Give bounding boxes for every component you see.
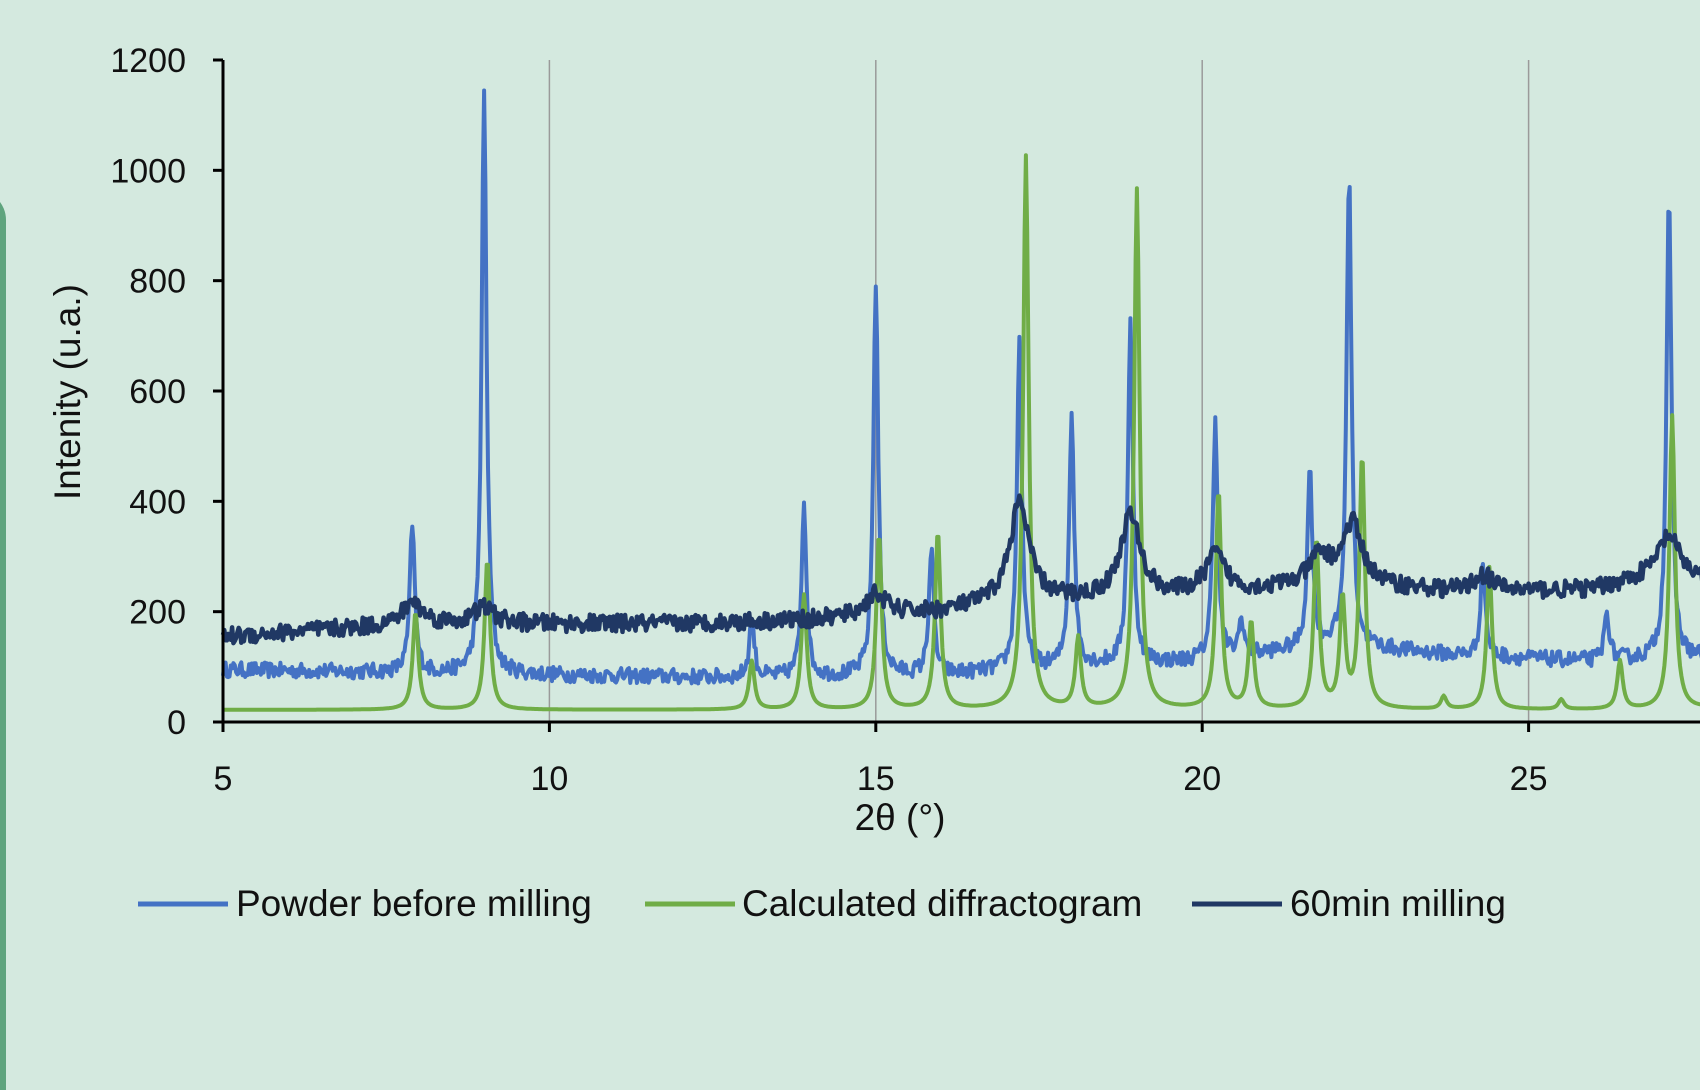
y-tick-label-800: 800 <box>129 263 186 301</box>
y-tick-label-0: 0 <box>167 704 186 742</box>
series-line-60min-milling <box>220 493 1700 646</box>
series-lines <box>220 88 1700 712</box>
x-tick-label-15: 15 <box>857 760 895 798</box>
series-line-calculated-diffractogram <box>222 153 1700 712</box>
y-tick-label-1000: 1000 <box>110 152 186 190</box>
x-tick-label-10: 10 <box>530 760 568 798</box>
x-axis-title: 2θ (°) <box>855 797 946 838</box>
x-tick-label-20: 20 <box>1183 760 1221 798</box>
y-axis-title: Intenity (u.a.) <box>47 284 88 500</box>
legend-label-powder-before-milling: Powder before milling <box>236 883 592 924</box>
tick-labels: 02004006008001000120051015202530 <box>110 42 1548 798</box>
legend-label-calculated-diffractogram: Calculated diffractogram <box>742 883 1142 924</box>
y-tick-label-400: 400 <box>129 483 186 521</box>
frame-edge <box>0 190 6 1090</box>
y-tick-label-600: 600 <box>129 373 186 411</box>
y-tick-label-200: 200 <box>129 594 186 632</box>
legend-label-60min-milling: 60min milling <box>1290 883 1506 924</box>
legend: Powder before milling Calculated diffrac… <box>138 883 1506 924</box>
axes <box>213 58 1700 732</box>
y-tick-label-1200: 1200 <box>110 42 186 80</box>
x-tick-label-5: 5 <box>214 760 233 798</box>
series-line-powder-before-milling <box>221 88 1700 686</box>
x-tick-label-25: 25 <box>1510 760 1548 798</box>
diffractogram-chart: 02004006008001000120051015202530 2θ (°) … <box>47 42 1700 924</box>
